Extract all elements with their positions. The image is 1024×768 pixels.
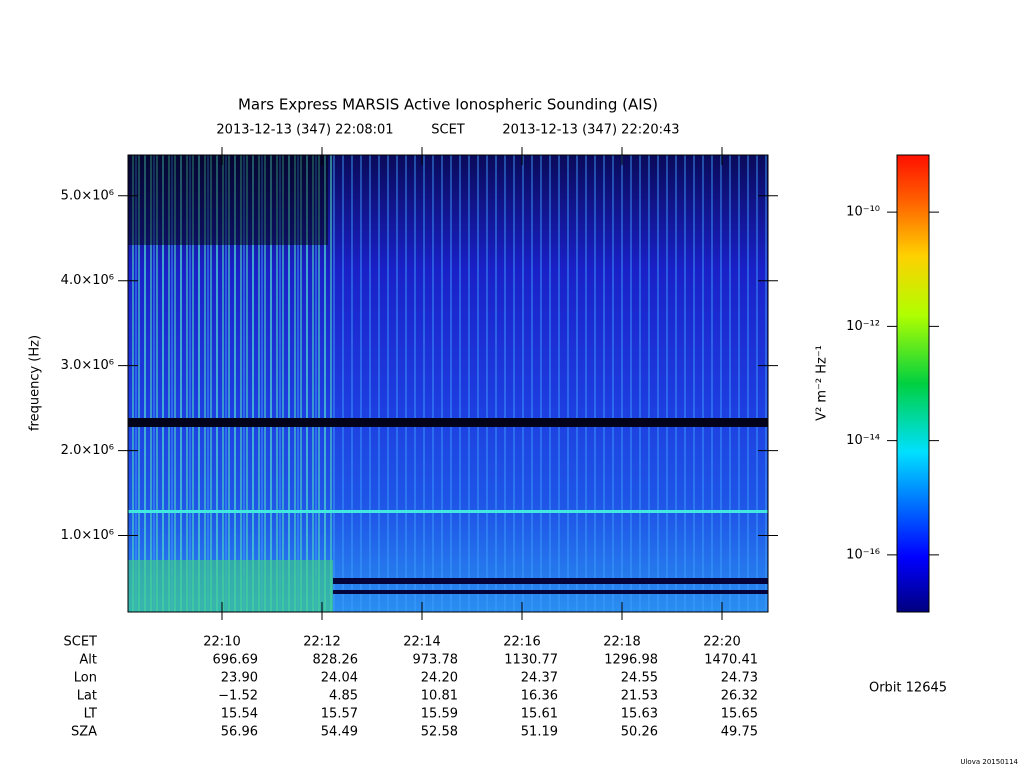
x-tick-label: 22:10	[203, 635, 240, 650]
ephemeris-value: 15.54	[221, 707, 258, 722]
ephemeris-value: 52.58	[421, 725, 458, 740]
spectrogram-image	[128, 155, 768, 612]
ephemeris-value: 50.26	[621, 725, 658, 740]
y-axis-label: frequency (Hz)	[28, 335, 43, 431]
colorbar	[896, 154, 930, 613]
y-tick-label: 5.0×10⁶	[61, 188, 114, 203]
ephemeris-value: 24.04	[321, 671, 358, 686]
colorbar-tick-label: 10⁻¹⁴	[846, 433, 880, 448]
ephemeris-value: 56.96	[221, 725, 258, 740]
ephemeris-value: 1470.41	[704, 653, 758, 668]
ephemeris-value: 15.59	[421, 707, 458, 722]
ephemeris-value: 15.61	[521, 707, 558, 722]
ephemeris-value: 23.90	[221, 671, 258, 686]
footer: Ulova 20150114	[960, 758, 1018, 766]
ephemeris-value: 4.85	[329, 689, 358, 704]
ephemeris-value: 696.69	[213, 653, 259, 668]
ephemeris-label: Lat	[77, 689, 97, 704]
y-tick-label: 1.0×10⁶	[61, 528, 114, 543]
end-time: 2013-12-13 (347) 22:20:43	[502, 123, 679, 138]
x-tick-label: 22:16	[503, 635, 540, 650]
ephemeris-value: 24.55	[621, 671, 658, 686]
ephemeris-label: Alt	[79, 653, 97, 668]
x-tick-label: 22:14	[403, 635, 440, 650]
orbit: Orbit 12645	[869, 681, 947, 696]
chart-title: Mars Express MARSIS Active Ionospheric S…	[238, 96, 658, 114]
x-tick-label: 22:12	[303, 635, 340, 650]
ephemeris-value: 24.20	[421, 671, 458, 686]
ephemeris-value: 10.81	[421, 689, 458, 704]
colorbar-label: V² m⁻² Hz⁻¹	[815, 345, 830, 421]
ephemeris-value: 21.53	[621, 689, 658, 704]
ephemeris-value: 15.63	[621, 707, 658, 722]
y-tick-label: 4.0×10⁶	[61, 273, 114, 288]
ephemeris-value: 24.37	[521, 671, 558, 686]
colorbar-tick-label: 10⁻¹⁰	[846, 205, 880, 220]
ephemeris-value: 54.49	[321, 725, 358, 740]
ephemeris-value: 15.65	[721, 707, 758, 722]
ephemeris-label: SZA	[71, 725, 97, 740]
ephemeris-value: 49.75	[721, 725, 758, 740]
ephemeris-value: 1130.77	[504, 653, 558, 668]
x-tick-label: 22:20	[703, 635, 740, 650]
colorbar-tick-label: 10⁻¹⁶	[846, 547, 880, 562]
colorbar-tick-label: 10⁻¹²	[846, 319, 880, 334]
ephemeris-value: 828.26	[313, 653, 359, 668]
ephemeris-label: SCET	[64, 635, 98, 650]
ephemeris-label: Lon	[74, 671, 97, 686]
ephemeris-value: 51.19	[521, 725, 558, 740]
y-tick-label: 2.0×10⁶	[61, 443, 114, 458]
ephemeris-value: 15.57	[321, 707, 358, 722]
time-label: SCET	[431, 123, 465, 138]
start-time: 2013-12-13 (347) 22:08:01	[216, 123, 393, 138]
ephemeris-value: 26.32	[721, 689, 758, 704]
ephemeris-value: 1296.98	[604, 653, 658, 668]
ephemeris-value: 973.78	[413, 653, 459, 668]
ephemeris-value: −1.52	[218, 689, 258, 704]
ephemeris-value: 24.73	[721, 671, 758, 686]
y-tick-label: 3.0×10⁶	[61, 358, 114, 373]
plot-frame	[127, 154, 769, 613]
ephemeris-label: LT	[84, 707, 97, 722]
x-tick-label: 22:18	[603, 635, 640, 650]
ephemeris-value: 16.36	[521, 689, 558, 704]
